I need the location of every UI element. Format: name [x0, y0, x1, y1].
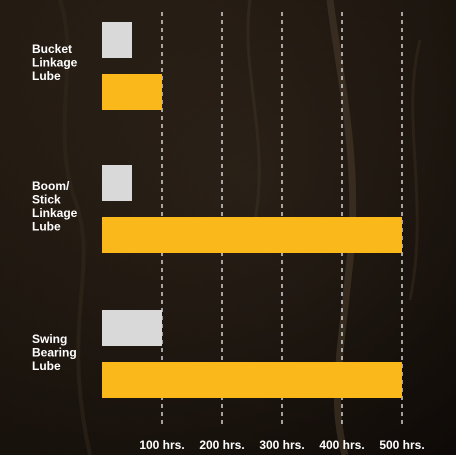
bar-gray-1: [102, 165, 132, 201]
category-label-1: Boom/Stick Linkage Lube: [32, 179, 78, 234]
category-label-2: Swing Bearing Lube: [32, 332, 77, 373]
category-labels: Bucket Linkage Lube Boom/Stick Linkage Lube Sw…: [32, 42, 78, 373]
tick-label-300: 300 hrs.: [259, 438, 304, 452]
tick-label-400: 400 hrs.: [319, 438, 364, 452]
bar-yellow-0: [102, 74, 162, 110]
category-label-0: Bucket Linkage Lube: [32, 42, 78, 83]
tick-label-500: 500 hrs.: [379, 438, 424, 452]
bar-gray-2: [102, 310, 162, 346]
bar-yellow-1: [102, 217, 402, 253]
bar-yellow-2: [102, 362, 402, 398]
bars: [102, 22, 402, 398]
tick-labels: 100 hrs. 200 hrs. 300 hrs. 400 hrs. 500 hrs.: [139, 438, 424, 452]
tick-label-100: 100 hrs.: [139, 438, 184, 452]
tick-label-200: 200 hrs.: [199, 438, 244, 452]
bar-gray-0: [102, 22, 132, 58]
